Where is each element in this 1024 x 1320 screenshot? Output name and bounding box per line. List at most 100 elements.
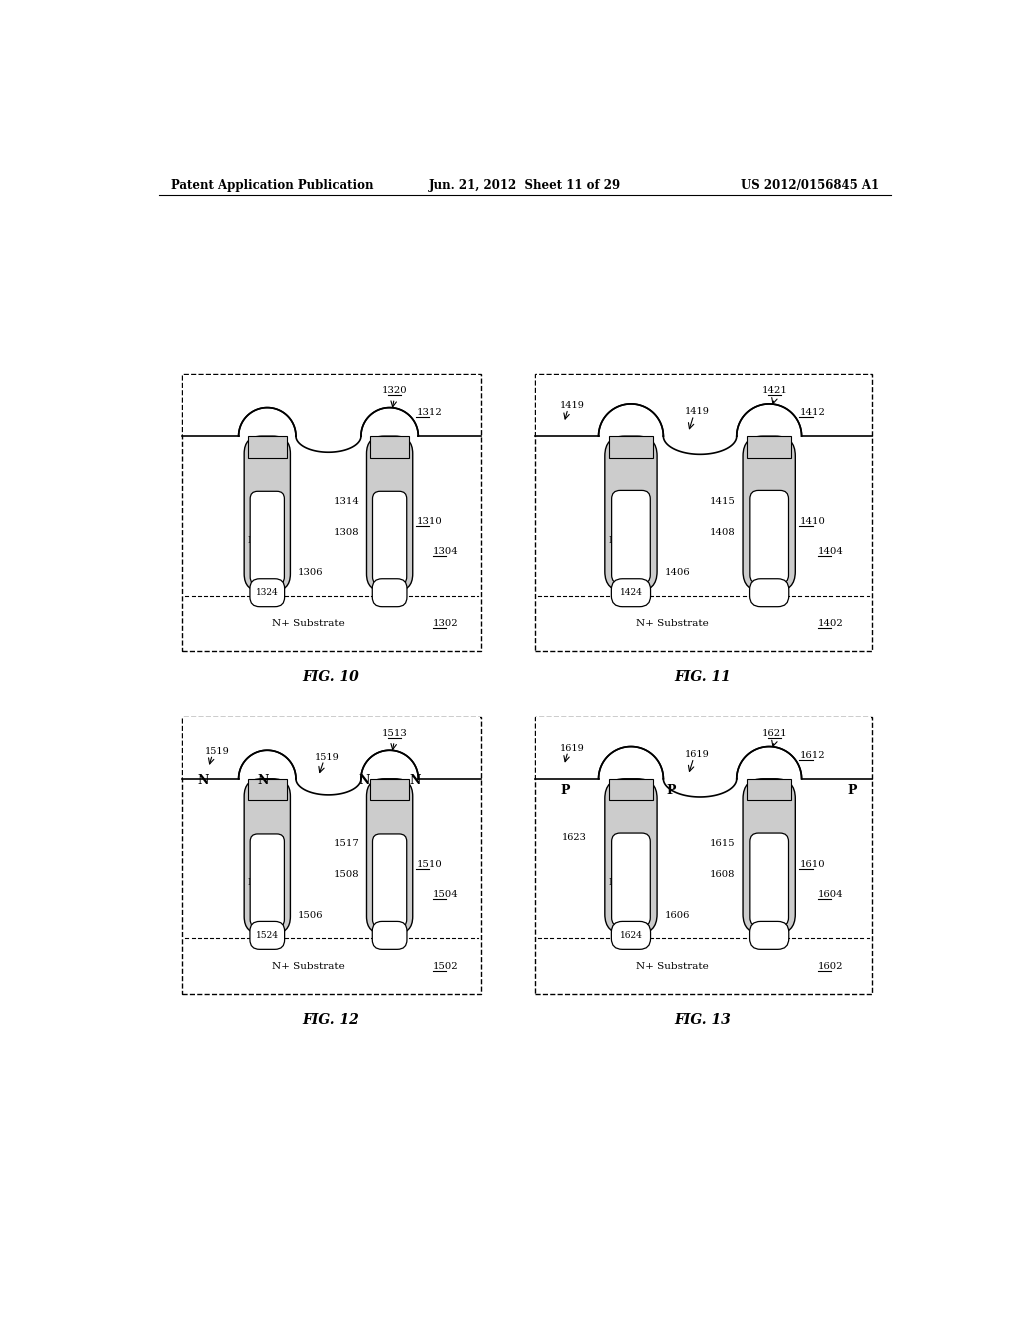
Text: 1517: 1517: [334, 840, 359, 849]
Text: N+ Substrate: N+ Substrate: [271, 962, 344, 970]
Text: P: P: [667, 784, 676, 796]
Text: 1608: 1608: [710, 870, 735, 879]
Text: P: P: [560, 784, 570, 796]
Text: 1306: 1306: [297, 568, 323, 577]
Text: N: N: [358, 774, 370, 787]
FancyBboxPatch shape: [373, 491, 407, 585]
Text: 1623: 1623: [562, 833, 587, 842]
Text: 1508: 1508: [334, 870, 359, 879]
Text: 1406: 1406: [665, 568, 690, 577]
FancyBboxPatch shape: [367, 436, 413, 591]
Bar: [536, 718, 871, 779]
Text: N: N: [257, 774, 268, 787]
Text: FIG. 11: FIG. 11: [675, 671, 731, 685]
Bar: [609, 779, 653, 800]
Text: 1410: 1410: [800, 517, 825, 525]
Text: N– epi: N– epi: [248, 536, 282, 545]
Text: 1314: 1314: [334, 496, 359, 506]
Bar: [248, 779, 287, 800]
Text: 1602: 1602: [818, 962, 844, 970]
Bar: [609, 436, 653, 458]
Text: 1615: 1615: [710, 840, 735, 849]
Text: 1312: 1312: [417, 408, 442, 417]
Text: 1404: 1404: [818, 546, 844, 556]
Text: FIG. 10: FIG. 10: [303, 671, 359, 685]
Text: 1419: 1419: [560, 401, 585, 411]
Bar: [182, 717, 480, 994]
FancyBboxPatch shape: [750, 491, 788, 583]
Text: 1424: 1424: [620, 589, 642, 597]
Bar: [536, 375, 871, 436]
FancyBboxPatch shape: [373, 834, 407, 927]
Text: 1304: 1304: [433, 546, 459, 556]
Text: 1421: 1421: [762, 387, 787, 395]
FancyBboxPatch shape: [250, 491, 285, 585]
Text: 1524: 1524: [256, 931, 279, 940]
FancyBboxPatch shape: [373, 578, 407, 607]
FancyBboxPatch shape: [743, 436, 796, 591]
Text: 1604: 1604: [818, 890, 844, 899]
FancyBboxPatch shape: [250, 921, 285, 949]
FancyBboxPatch shape: [250, 834, 285, 927]
FancyBboxPatch shape: [373, 921, 407, 949]
Text: 1519: 1519: [205, 747, 229, 756]
FancyBboxPatch shape: [605, 436, 657, 591]
Bar: [748, 779, 792, 800]
Bar: [748, 436, 792, 458]
Text: Jun. 21, 2012  Sheet 11 of 29: Jun. 21, 2012 Sheet 11 of 29: [429, 180, 621, 193]
Bar: [535, 374, 872, 651]
Text: 1610: 1610: [800, 859, 825, 869]
Text: 1419: 1419: [684, 408, 710, 416]
FancyBboxPatch shape: [750, 833, 788, 927]
FancyBboxPatch shape: [611, 833, 650, 927]
Text: 1412: 1412: [800, 408, 825, 417]
Text: N– epi: N– epi: [609, 536, 643, 545]
Text: N+ Substrate: N+ Substrate: [636, 962, 709, 970]
Text: FIG. 12: FIG. 12: [303, 1014, 359, 1027]
Text: N+ Substrate: N+ Substrate: [271, 619, 344, 628]
Bar: [370, 779, 410, 800]
FancyBboxPatch shape: [611, 578, 650, 607]
Text: 1320: 1320: [381, 387, 408, 395]
Text: 1308: 1308: [334, 528, 359, 537]
FancyBboxPatch shape: [750, 921, 788, 949]
Text: P: P: [847, 784, 856, 796]
Text: 1502: 1502: [433, 962, 459, 970]
Text: 1510: 1510: [417, 859, 442, 869]
FancyBboxPatch shape: [611, 491, 650, 583]
Text: 1506: 1506: [297, 911, 323, 920]
Text: 1402: 1402: [818, 619, 844, 628]
Text: FIG. 13: FIG. 13: [675, 1014, 731, 1027]
Text: 1619: 1619: [684, 750, 710, 759]
Bar: [370, 436, 410, 458]
Text: N– epi: N– epi: [248, 879, 282, 887]
Text: US 2012/0156845 A1: US 2012/0156845 A1: [740, 180, 879, 193]
Text: N: N: [198, 774, 209, 787]
FancyBboxPatch shape: [750, 578, 788, 607]
Text: 1302: 1302: [433, 619, 459, 628]
Text: 1612: 1612: [800, 751, 825, 760]
Text: 1504: 1504: [433, 890, 459, 899]
Text: 1408: 1408: [710, 528, 735, 537]
Text: 1513: 1513: [381, 729, 408, 738]
Bar: [183, 718, 480, 779]
Text: 1624: 1624: [620, 931, 642, 940]
Bar: [535, 717, 872, 994]
Text: N+ Substrate: N+ Substrate: [636, 619, 709, 628]
Text: N: N: [410, 774, 421, 787]
Text: 1619: 1619: [560, 743, 585, 752]
FancyBboxPatch shape: [743, 779, 796, 935]
FancyBboxPatch shape: [611, 921, 650, 949]
FancyBboxPatch shape: [244, 436, 291, 591]
Text: 1415: 1415: [710, 496, 735, 506]
Bar: [182, 374, 480, 651]
Text: N– epi: N– epi: [609, 879, 643, 887]
Text: Patent Application Publication: Patent Application Publication: [171, 180, 373, 193]
FancyBboxPatch shape: [250, 578, 285, 607]
FancyBboxPatch shape: [605, 779, 657, 935]
Text: 1606: 1606: [665, 911, 690, 920]
Text: 1621: 1621: [762, 729, 787, 738]
FancyBboxPatch shape: [367, 779, 413, 935]
Bar: [248, 436, 287, 458]
Bar: [183, 375, 480, 436]
